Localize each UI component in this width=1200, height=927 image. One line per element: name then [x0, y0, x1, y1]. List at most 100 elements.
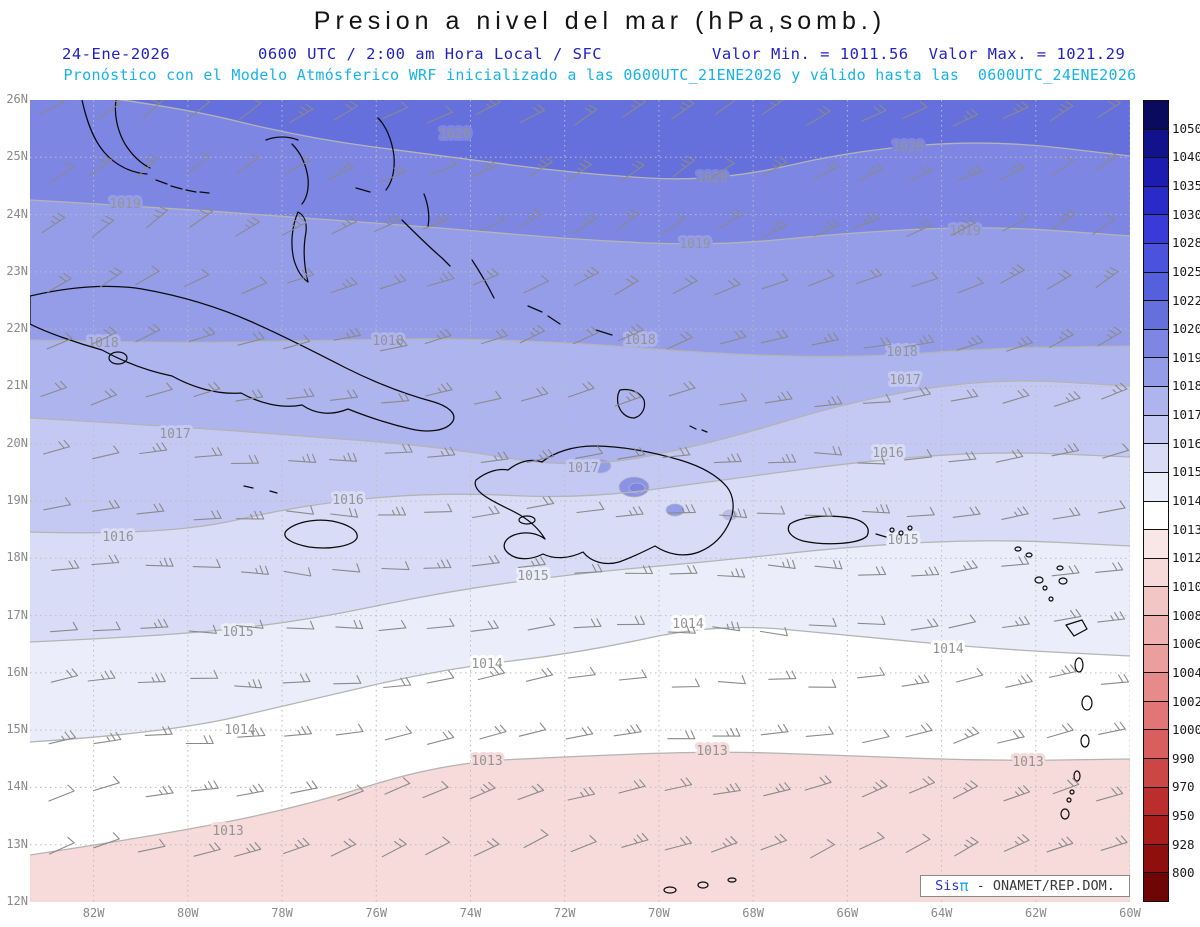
colorbar-cell	[1144, 701, 1168, 731]
contour-label: 1020	[892, 140, 923, 155]
island-outline	[1080, 734, 1090, 748]
coastline	[30, 285, 455, 432]
minmax-values: Valor Min. = 1011.56 Valor Max. = 1021.29	[712, 45, 1125, 63]
contour-label: 1013	[212, 824, 243, 839]
contour-labels: 1020 1020 1020 1019 1019 1019 1018 1018 1018 1018…	[84, 124, 1046, 842]
lat-axis-label: 19N	[6, 493, 28, 507]
contour-label: 1013	[696, 744, 727, 759]
island-outline	[1060, 808, 1070, 820]
branding-sis: Sis	[935, 878, 960, 894]
lat-axis-label: 12N	[6, 894, 28, 908]
colorbar-label: 1012	[1172, 550, 1200, 566]
colorbar-label: 1050	[1172, 120, 1200, 136]
coastline	[595, 329, 613, 336]
colorbar-label: 1008	[1172, 607, 1200, 623]
colorbar-label: 1013	[1172, 521, 1200, 537]
branding-box: Sis π - ONAMET/REP.DOM.	[920, 875, 1130, 897]
contour-label: 1020	[696, 171, 727, 186]
contour-label: 1016	[872, 446, 903, 461]
lon-axis-label: 62W	[1024, 906, 1047, 920]
coastline	[155, 179, 210, 194]
lon-axis-label: 68W	[742, 906, 764, 920]
contour-label: 1013	[1012, 755, 1043, 770]
contour-label: 1014	[224, 723, 255, 738]
lat-axis-label: 16N	[6, 664, 28, 679]
lat-axis-label: 23N	[6, 263, 28, 278]
lon-axis-label: 82W	[82, 906, 105, 920]
colorbar-cell	[1144, 101, 1168, 130]
island-outline	[1056, 565, 1064, 571]
colorbar-cell	[1144, 387, 1168, 416]
colorbar-label: 1018	[1172, 378, 1200, 394]
max-value: Valor Max. = 1021.29	[928, 45, 1126, 63]
lat-axis-label: 21N	[6, 378, 28, 393]
colorbar-cell	[1144, 415, 1168, 445]
colorbar-cell	[1144, 186, 1168, 216]
min-value: Valor Min. = 1011.56	[712, 45, 909, 63]
contour-label: 1018	[87, 336, 118, 351]
colorbar-label: 990	[1172, 750, 1195, 766]
colorbar-cell	[1144, 644, 1168, 674]
island-outline	[108, 351, 128, 365]
colorbar-label: 1028	[1172, 235, 1200, 251]
lon-axis-label: 76W	[365, 906, 388, 920]
colorbar-cell	[1144, 844, 1168, 874]
island-outline	[889, 527, 895, 533]
lon-axis-label: 74W	[459, 906, 482, 920]
contour-label: 1020	[439, 127, 470, 142]
lat-axis-label: 17N	[6, 607, 28, 622]
grid-lines	[30, 100, 1130, 902]
colorbar-cell	[1144, 501, 1168, 531]
colorbar-cell	[1144, 444, 1168, 473]
contour-label: 1015	[517, 569, 548, 584]
lat-axis-label: 22N	[6, 321, 28, 336]
colorbar-cell	[1144, 301, 1168, 330]
island-outline	[1069, 789, 1075, 795]
coastline	[527, 305, 561, 325]
pressure-contour-map: 1020 1020 1020 1019 1019 1019 1018 1018 1018 1018…	[30, 100, 1130, 902]
contour-label: 1019	[109, 197, 140, 212]
valid-date: 24-Ene-2026	[62, 45, 171, 63]
wind-barb-field	[39, 100, 1130, 859]
lat-axis-label: 13N	[6, 836, 28, 851]
colorbar-label: 1025	[1172, 263, 1200, 279]
colorbar-cell	[1144, 244, 1168, 273]
forecast-info: Pronóstico con el Modelo Atmósferico WRF…	[63, 66, 1137, 84]
lon-axis-label: 70W	[648, 906, 670, 920]
colorbar-label: 1020	[1172, 321, 1200, 337]
lon-axis-label: 78W	[271, 906, 293, 920]
contour-label: 1013	[471, 754, 502, 769]
contour-label: 1016	[102, 530, 133, 545]
colorbar-cell	[1144, 158, 1168, 187]
contour-label: 1017	[567, 461, 598, 476]
contour-label: 1019	[949, 224, 980, 239]
island-outline	[898, 530, 904, 536]
wind-barbs	[39, 100, 1130, 859]
island-outline	[1058, 577, 1068, 585]
lat-axis-label: 26N	[6, 92, 28, 106]
coastline	[875, 533, 887, 538]
coastline	[471, 259, 495, 299]
colorbar-label: 928	[1172, 836, 1195, 852]
colorbar-label: 1004	[1172, 664, 1200, 680]
colorbar-cell	[1144, 472, 1168, 502]
contour-label: 1015	[887, 533, 918, 548]
lon-axis-label: 64W	[930, 906, 953, 920]
coastline	[265, 136, 299, 141]
contour-lines	[30, 100, 1130, 856]
coastlines	[30, 100, 1093, 894]
coastline	[284, 519, 358, 549]
colorbar-cell	[1144, 272, 1168, 302]
coastline	[291, 211, 309, 283]
branding-org: - ONAMET/REP.DOM.	[968, 878, 1115, 894]
contour-label: 1014	[471, 657, 502, 672]
contour-label: 1014	[932, 642, 963, 657]
colorbar-label: 1002	[1172, 693, 1200, 709]
colorbar-label: 1030	[1172, 206, 1200, 222]
colorbar-cell	[1144, 730, 1168, 760]
contour-label: 1017	[159, 427, 190, 442]
contour-label: 1019	[679, 237, 710, 252]
contour-label: 1016	[332, 493, 363, 508]
colorbar-label: 1015	[1172, 464, 1200, 480]
lat-axis-label: 25N	[6, 149, 28, 164]
